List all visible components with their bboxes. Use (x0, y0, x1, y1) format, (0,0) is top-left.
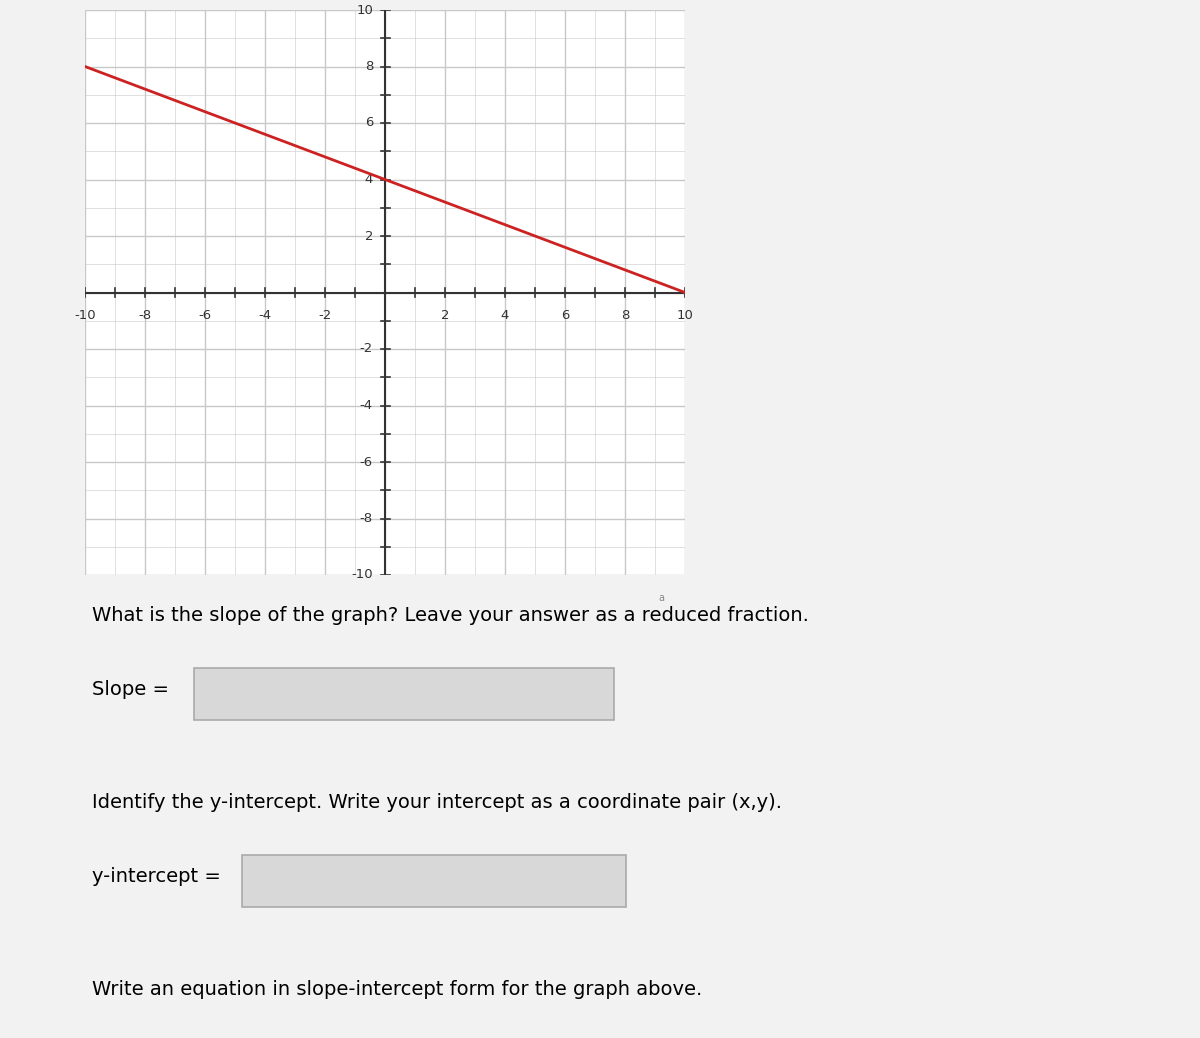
Text: 6: 6 (365, 116, 373, 130)
Text: 4: 4 (500, 309, 509, 323)
Text: 8: 8 (365, 60, 373, 73)
Text: Write an equation in slope-intercept form for the graph above.: Write an equation in slope-intercept for… (92, 980, 702, 999)
Text: a: a (658, 593, 664, 603)
Text: -4: -4 (360, 399, 373, 412)
Text: 10: 10 (356, 3, 373, 17)
Text: -2: -2 (360, 343, 373, 355)
Text: -4: -4 (258, 309, 271, 323)
Text: 6: 6 (560, 309, 569, 323)
Text: -10: -10 (74, 309, 96, 323)
Text: 2: 2 (365, 229, 373, 243)
Text: 8: 8 (620, 309, 629, 323)
Text: -8: -8 (138, 309, 151, 323)
Text: -6: -6 (360, 456, 373, 468)
Text: 4: 4 (365, 173, 373, 186)
Text: -6: -6 (198, 309, 211, 323)
Text: What is the slope of the graph? Leave your answer as a reduced fraction.: What is the slope of the graph? Leave yo… (92, 606, 809, 625)
Text: Identify the y-intercept. Write your intercept as a coordinate pair (x,y).: Identify the y-intercept. Write your int… (92, 793, 782, 812)
Text: 10: 10 (677, 309, 694, 323)
Text: -10: -10 (352, 569, 373, 581)
Text: 2: 2 (440, 309, 449, 323)
Text: -8: -8 (360, 512, 373, 525)
Text: -2: -2 (318, 309, 331, 323)
Text: y-intercept =: y-intercept = (92, 867, 221, 885)
Text: Slope =: Slope = (92, 680, 169, 699)
